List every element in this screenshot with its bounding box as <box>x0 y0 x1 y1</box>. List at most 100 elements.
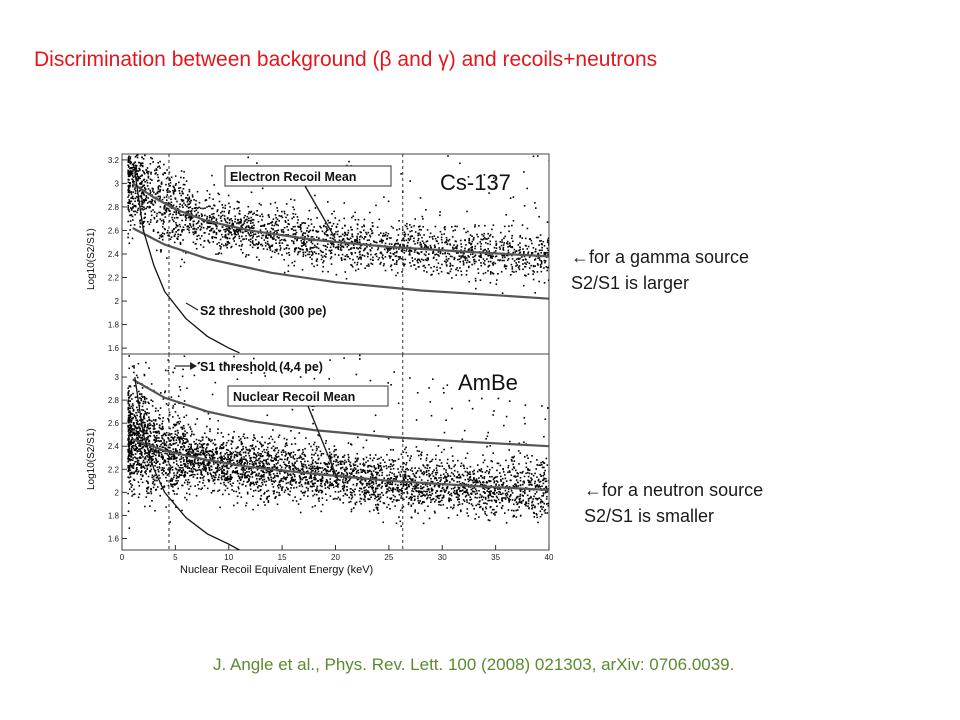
data-point <box>224 234 227 236</box>
data-point <box>196 418 198 420</box>
data-point <box>543 510 546 512</box>
data-point <box>460 243 462 245</box>
data-point <box>371 263 374 265</box>
data-point <box>216 470 219 473</box>
data-point <box>226 217 229 220</box>
data-point <box>360 482 362 485</box>
data-point <box>155 476 158 479</box>
data-point <box>195 494 198 497</box>
data-point <box>228 227 230 230</box>
data-point <box>200 226 203 229</box>
data-point <box>447 517 450 519</box>
data-point <box>226 473 228 475</box>
data-point <box>240 458 243 460</box>
data-point <box>242 466 245 468</box>
data-point <box>131 203 134 205</box>
data-point <box>355 472 358 474</box>
data-point <box>310 250 313 253</box>
data-point <box>412 485 415 488</box>
data-point <box>185 219 187 221</box>
data-point <box>491 257 493 259</box>
data-point <box>454 225 456 228</box>
data-point <box>541 246 543 249</box>
data-point <box>212 222 214 225</box>
data-point <box>476 480 478 483</box>
data-point <box>149 200 152 203</box>
data-point <box>208 222 210 224</box>
data-point <box>514 498 517 501</box>
data-point <box>218 469 220 471</box>
data-point <box>424 484 427 486</box>
data-point <box>374 454 377 456</box>
data-point <box>133 365 135 367</box>
data-point <box>534 482 536 485</box>
data-point <box>467 480 470 483</box>
data-point <box>344 233 347 236</box>
data-point <box>426 229 429 231</box>
data-point <box>249 211 252 214</box>
data-point <box>295 231 298 234</box>
data-point <box>198 220 200 222</box>
y-tick-label: 2.8 <box>108 203 120 212</box>
data-point <box>480 254 482 256</box>
data-point <box>368 486 370 489</box>
data-point <box>401 248 404 251</box>
data-point <box>295 486 298 489</box>
data-point <box>318 237 320 239</box>
data-point <box>213 457 215 459</box>
data-point <box>221 214 224 217</box>
data-point <box>180 170 183 172</box>
data-point <box>215 233 218 236</box>
data-point <box>193 374 196 377</box>
data-point <box>165 449 168 451</box>
data-point <box>348 238 350 241</box>
data-point <box>270 236 272 238</box>
data-point <box>156 466 158 469</box>
data-point <box>160 183 163 185</box>
data-point <box>226 471 229 474</box>
data-point <box>466 259 469 262</box>
data-point <box>159 234 161 237</box>
data-point <box>384 461 386 464</box>
data-point <box>519 257 521 260</box>
data-point <box>290 228 293 230</box>
data-point <box>364 247 367 250</box>
data-point <box>395 274 397 277</box>
data-point <box>141 451 143 454</box>
data-point <box>525 472 527 475</box>
data-point <box>259 475 261 478</box>
data-point <box>402 440 404 442</box>
data-point <box>219 217 222 219</box>
data-point <box>234 235 236 238</box>
data-point <box>322 469 325 472</box>
data-point <box>184 204 187 206</box>
data-point <box>302 477 305 479</box>
data-point <box>423 471 425 473</box>
data-point <box>129 431 132 433</box>
data-point <box>179 225 182 228</box>
data-point <box>525 245 527 247</box>
data-point <box>198 234 200 237</box>
data-point <box>345 461 348 463</box>
data-point <box>502 249 505 251</box>
data-point <box>390 255 392 258</box>
data-point <box>143 395 146 398</box>
data-point <box>481 233 483 236</box>
data-point <box>276 248 278 251</box>
data-point <box>334 497 336 500</box>
data-point <box>178 206 181 208</box>
data-point <box>517 472 519 475</box>
data-point <box>509 197 512 199</box>
data-point <box>425 209 427 211</box>
data-point <box>282 229 284 231</box>
data-point <box>534 248 537 250</box>
data-point <box>360 503 362 505</box>
data-point <box>144 421 146 424</box>
data-point <box>175 211 177 214</box>
data-point <box>411 496 413 499</box>
data-point <box>222 206 224 209</box>
data-point <box>249 460 251 462</box>
data-point <box>310 218 312 221</box>
data-point <box>468 239 471 241</box>
data-point <box>279 249 282 251</box>
